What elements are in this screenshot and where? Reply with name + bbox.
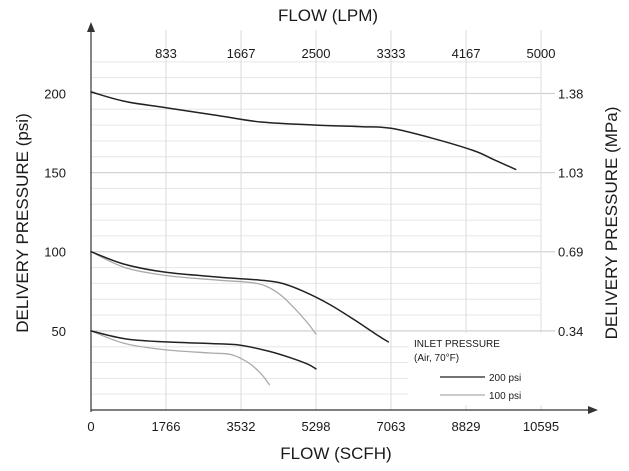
legend-title: INLET PRESSURE <box>414 339 500 350</box>
x-tick-label-top: 3333 <box>377 46 406 61</box>
series-line-200psi <box>90 250 390 343</box>
y-axis-title-right: DELIVERY PRESSURE (MPa) <box>602 107 621 340</box>
legend-subtitle: (Air, 70°F) <box>414 353 459 364</box>
y-tick-label-left: 200 <box>44 86 66 101</box>
series-line-200psi <box>90 91 517 171</box>
y-tick-label-left: 100 <box>44 245 66 260</box>
x-tick-label-bottom: 0 <box>87 419 94 434</box>
x-axis-title-bottom: FLOW (SCFH) <box>280 444 391 463</box>
x-tick-label-top: 5000 <box>527 46 556 61</box>
grid-layer <box>91 30 555 410</box>
y-tick-label-left: 50 <box>52 324 66 339</box>
series-line-100psi <box>90 251 317 335</box>
x-tick-label-bottom: 10595 <box>523 419 559 434</box>
series-line-200psi <box>90 330 317 370</box>
y-tick-label-right: 1.38 <box>558 86 583 101</box>
y-tick-label-right: 0.34 <box>558 324 583 339</box>
legend-label-100: 100 psi <box>489 391 521 402</box>
x-tick-label-top: 833 <box>155 46 177 61</box>
x-axis-title-top: FLOW (LPM) <box>278 6 378 25</box>
x-axis-arrow <box>588 406 598 414</box>
x-tick-label-bottom: 7063 <box>377 419 406 434</box>
x-tick-label-bottom: 3532 <box>227 419 256 434</box>
y-tick-label-left: 150 <box>44 166 66 181</box>
x-tick-label-bottom: 1766 <box>152 419 181 434</box>
legend-box <box>408 333 553 405</box>
x-tick-label-top: 4167 <box>452 46 481 61</box>
x-tick-label-top: 2500 <box>302 46 331 61</box>
y-tick-label-right: 1.03 <box>558 166 583 181</box>
x-tick-label-bottom: 5298 <box>302 419 331 434</box>
y-axis-arrow <box>87 22 95 32</box>
y-axis-title-left: DELIVERY PRESSURE (psi) <box>13 113 32 333</box>
series-line-100psi <box>90 330 271 386</box>
y-tick-label-right: 0.69 <box>558 245 583 260</box>
x-tick-label-bottom: 8829 <box>452 419 481 434</box>
legend-label-200: 200 psi <box>489 373 521 384</box>
legend: INLET PRESSURE (Air, 70°F) 200 psi 100 p… <box>408 333 553 405</box>
x-tick-label-top: 1667 <box>227 46 256 61</box>
tick-labels: 50 100 150 200 0.34 0.69 1.03 1.38 0 1766 3532 5298… <box>44 46 583 434</box>
series-layer <box>90 91 517 386</box>
